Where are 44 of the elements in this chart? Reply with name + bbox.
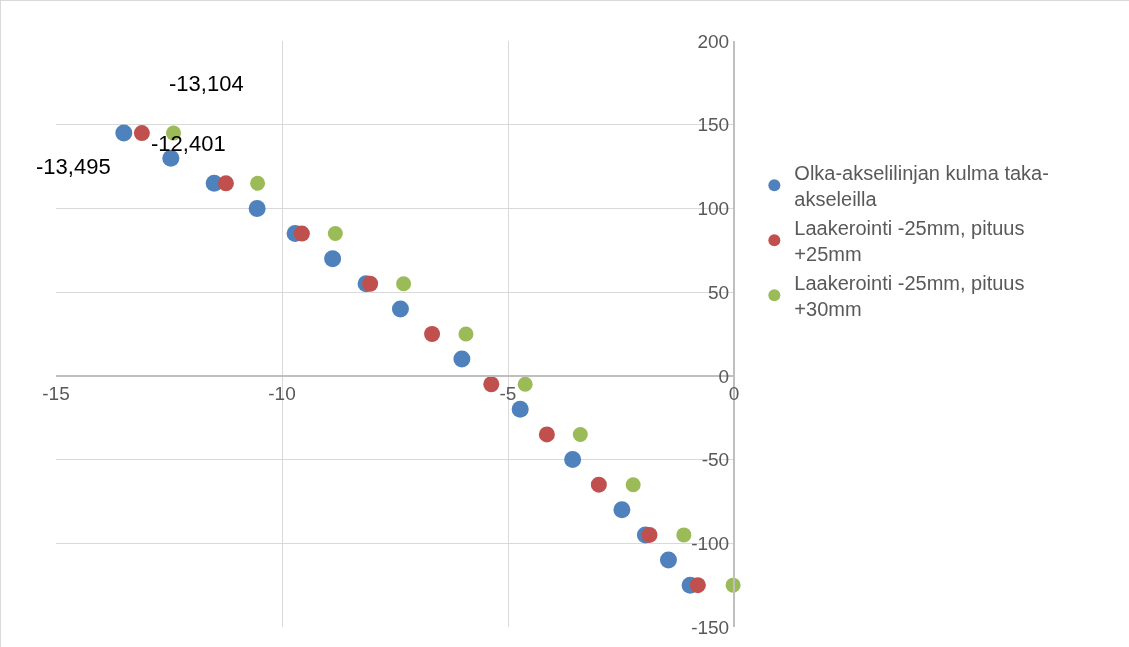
y-tick-label: 0 [718, 365, 730, 387]
x-tick-label: -10 [268, 382, 296, 404]
point [458, 326, 474, 342]
point [689, 577, 706, 594]
annotation: -13,495 [36, 154, 111, 179]
point [217, 175, 234, 192]
y-tick-label: 150 [697, 114, 730, 136]
y-tick-label: -100 [691, 532, 730, 554]
point [133, 125, 150, 142]
point [248, 199, 266, 217]
y-tick-label: 200 [697, 30, 730, 52]
point [424, 326, 441, 342]
x-tick-label: -15 [42, 382, 70, 404]
point [250, 175, 266, 191]
y-tick-label: 100 [697, 198, 730, 220]
y-tick-label: 50 [708, 281, 730, 303]
y-tick-label: -50 [701, 449, 730, 471]
point [324, 250, 342, 268]
point [613, 501, 631, 519]
legend-label: Laakerointi -25mm, pituus +30mm [794, 272, 1025, 321]
legend-label: Laakerointi -25mm, pituus +25mm [794, 217, 1025, 266]
point [511, 400, 529, 418]
point [564, 451, 582, 469]
point [659, 551, 677, 569]
point [517, 376, 533, 392]
point [362, 275, 379, 292]
legend-label: Olka-akselilinjan kulma taka-akseleilla [794, 162, 1049, 211]
point [676, 527, 692, 543]
annotation: -13,104 [169, 71, 244, 96]
point [641, 526, 658, 543]
point [293, 225, 310, 242]
x-tick-label: -5 [499, 382, 517, 404]
point [625, 477, 641, 493]
point [396, 276, 412, 292]
y-tick-label: -150 [691, 616, 730, 638]
point [453, 350, 471, 368]
point [590, 476, 607, 493]
point [538, 426, 555, 443]
point [327, 226, 343, 242]
point [572, 426, 588, 442]
point [115, 124, 133, 142]
point [391, 300, 409, 318]
point [483, 376, 500, 393]
annotation: -12,401 [151, 131, 226, 156]
